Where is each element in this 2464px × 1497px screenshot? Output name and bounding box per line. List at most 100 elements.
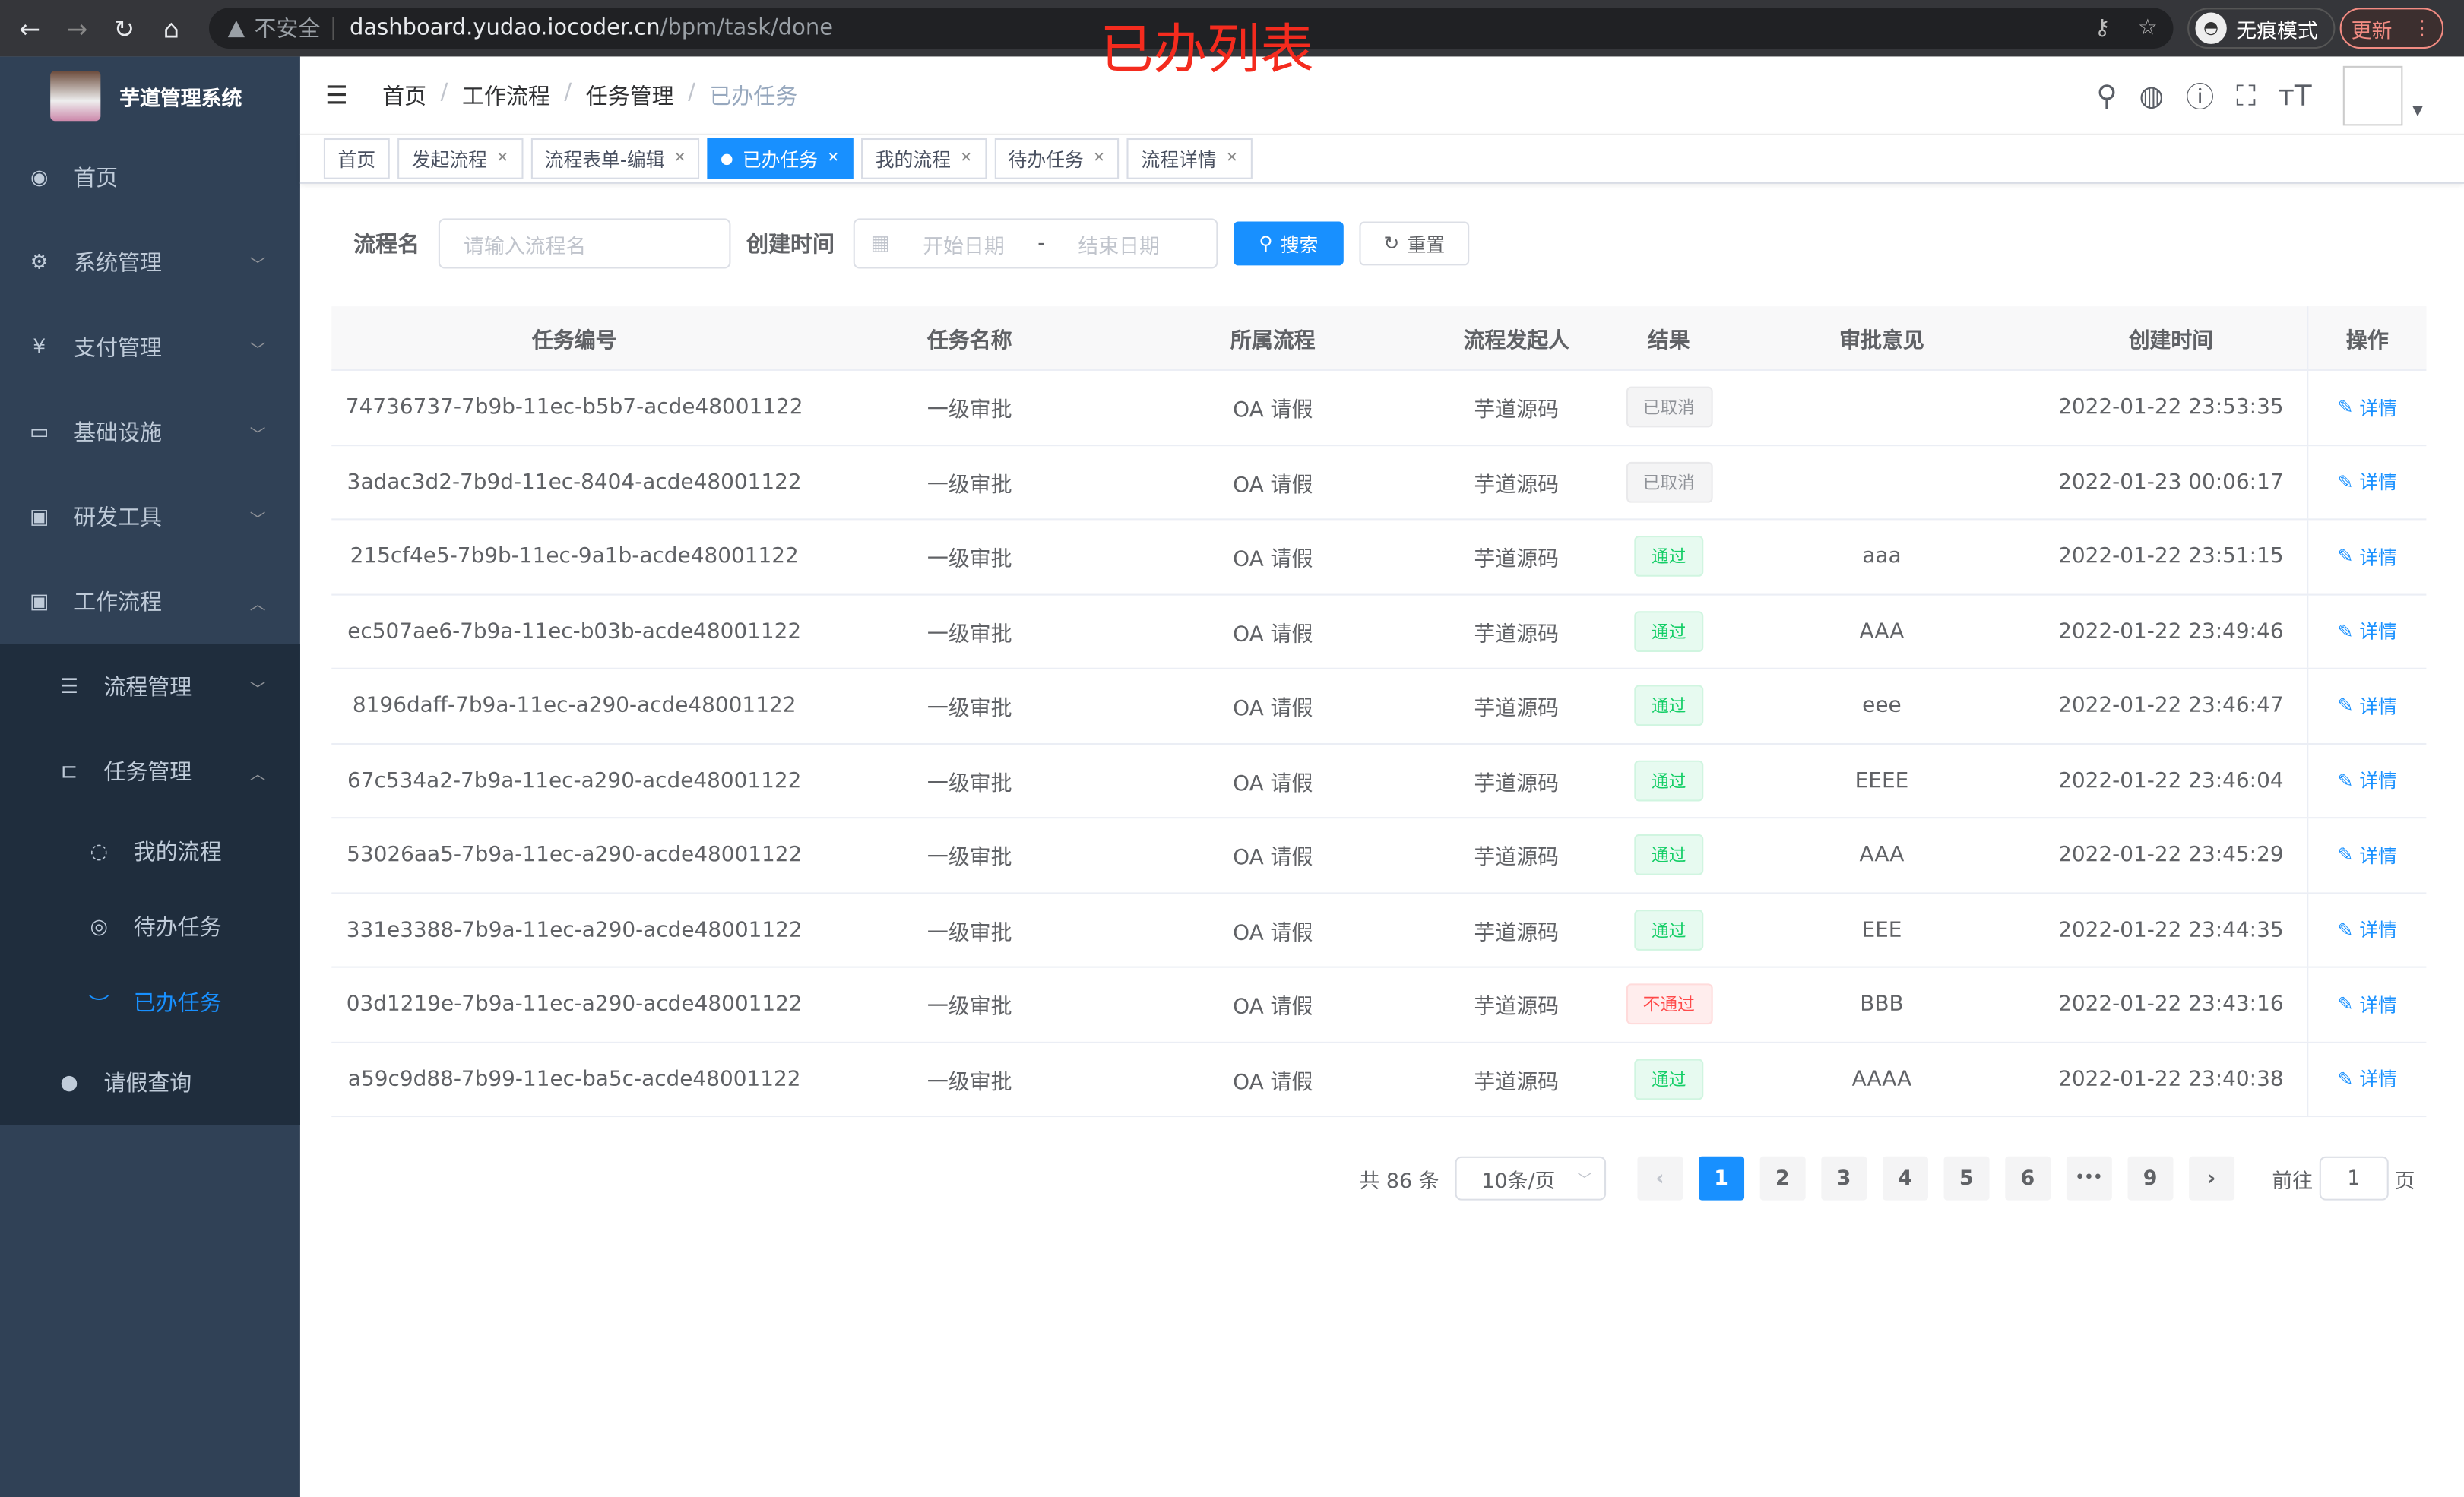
url-host: dashboard.yudao.iocoder.cn — [350, 15, 660, 41]
tags-view: 首页 发起流程 ✕ 流程表单-编辑 ✕ 已办任务 ✕ 我的流程 ✕ 待办任务 ✕ 流程详情… — [299, 135, 2464, 184]
breadcrumb-current: 已办任务 — [709, 84, 798, 109]
status-badge: 通过 — [1634, 685, 1704, 726]
process-name: OA 请假 — [1233, 696, 1313, 722]
divider: | — [329, 15, 337, 41]
app-title: 芋道管理系统 — [119, 87, 242, 111]
back-icon[interactable]: ← — [19, 13, 41, 43]
page-button[interactable]: 5 — [1943, 1156, 1990, 1201]
task-name: 一级审批 — [926, 995, 1012, 1021]
detail-button[interactable]: ✎ 详情 — [2307, 669, 2426, 742]
sidebar-item-tool[interactable]: ▣ 研发工具 ﹀ — [0, 474, 300, 559]
tag-process-detail[interactable]: 流程详情 ✕ — [1126, 138, 1253, 179]
avatar[interactable] — [2342, 65, 2403, 126]
breadcrumb-item[interactable]: 首页 — [382, 84, 427, 109]
starter: 芋道源码 — [1474, 472, 1560, 498]
fullscreen-icon[interactable]: ⛶ — [2236, 79, 2257, 112]
page-button[interactable]: 6 — [2004, 1156, 2051, 1201]
detail-button[interactable]: ✎ 详情 — [2307, 370, 2426, 445]
search-icon: ⚲ — [1259, 233, 1273, 255]
column-header: 审批意见 — [1839, 328, 1924, 354]
caret-down-icon[interactable]: ▼ — [2412, 103, 2424, 120]
next-page-button[interactable]: › — [2188, 1156, 2234, 1201]
page-button[interactable]: 9 — [2127, 1156, 2174, 1201]
sidebar-item-model[interactable]: ☰ 流程管理 ﹀ — [0, 644, 300, 730]
date-range-picker[interactable]: ▦ 开始日期 - 结束日期 — [853, 218, 1218, 269]
sidebar-item-todo[interactable]: ◎ 待办任务 — [0, 889, 300, 964]
more-pages-button[interactable]: ••• — [2066, 1156, 2112, 1201]
detail-button[interactable]: ✎ 详情 — [2307, 445, 2426, 519]
sidebar-item-task[interactable]: ⊏ 任务管理 ︿ — [0, 729, 300, 814]
hamburger-icon[interactable]: ☰ — [325, 80, 348, 110]
detail-button[interactable]: ✎ 详情 — [2307, 594, 2426, 668]
search-icon[interactable]: ⚲ — [2096, 79, 2117, 112]
key-icon[interactable]: ⚷ — [2094, 15, 2111, 41]
status-badge: 通过 — [1634, 610, 1704, 652]
reset-button[interactable]: ↻ 重置 — [1359, 221, 1470, 266]
create-time: 2022-01-23 00:06:17 — [2058, 469, 2284, 495]
sidebar-item-leave[interactable]: ● 请假查询 — [0, 1040, 300, 1125]
label: 请假查询 — [103, 1071, 192, 1097]
incognito-badge[interactable]: ◓ 无痕模式 — [2187, 8, 2336, 49]
detail-button[interactable]: ✎ 详情 — [2307, 520, 2426, 593]
active-dot-icon — [721, 153, 733, 165]
process-name: OA 请假 — [1233, 472, 1313, 498]
page-button[interactable]: 3 — [1820, 1156, 1867, 1201]
forward-icon[interactable]: → — [66, 13, 88, 43]
start-date-input[interactable]: 开始日期 — [923, 235, 1005, 259]
column-header: 创建时间 — [2128, 328, 2214, 354]
reload-icon[interactable]: ↻ — [113, 13, 135, 43]
detail-button[interactable]: ✎ 详情 — [2307, 1042, 2426, 1116]
home-icon[interactable]: ⌂ — [163, 13, 179, 43]
search-button[interactable]: ⚲ 搜索 — [1234, 221, 1344, 266]
sidebar-item-pay[interactable]: ¥ 支付管理 ﹀ — [0, 305, 300, 390]
close-icon[interactable]: ✕ — [960, 150, 973, 167]
detail-button[interactable]: ✎ 详情 — [2307, 967, 2426, 1041]
result-cell: 已取消 — [1609, 387, 1728, 428]
prev-page-button[interactable]: ‹ — [1637, 1156, 1683, 1201]
github-icon[interactable]: ◍ — [2139, 79, 2165, 112]
table-header: 任务编号 任务名称 所属流程 流程发起人 结果 审批意见 创建时间 操作 — [331, 306, 2427, 371]
tag-form-edit[interactable]: 流程表单-编辑 ✕ — [530, 138, 701, 179]
sidebar-item-infra[interactable]: ▭ 基础设施 ﹀ — [0, 390, 300, 475]
sidebar-item-bpm[interactable]: ▣ 工作流程 ︿ — [0, 559, 300, 644]
detail-button[interactable]: ✎ 详情 — [2307, 818, 2426, 892]
tag-done-task[interactable]: 已办任务 ✕ — [708, 138, 854, 179]
address-bar[interactable]: ▲ 不安全 | dashboard.yudao.iocoder.cn/bpm/t… — [208, 8, 2174, 49]
goto-page-input[interactable]: 1 — [2319, 1156, 2389, 1201]
gear-icon: ⚙ — [30, 250, 49, 274]
label: 系统管理 — [74, 251, 162, 277]
tag-todo[interactable]: 待办任务 ✕ — [993, 138, 1120, 179]
edit-icon: ✎ — [2337, 620, 2360, 643]
close-icon[interactable]: ✕ — [827, 150, 840, 167]
process-name-input[interactable]: 请输入流程名 — [438, 218, 731, 269]
tag-home[interactable]: 首页 — [323, 138, 390, 179]
app-logo[interactable]: 芋道管理系统 — [0, 56, 300, 135]
tag-start-process[interactable]: 发起流程 ✕ — [397, 138, 523, 179]
help-icon[interactable]: ⓘ — [2185, 81, 2215, 115]
end-date-input[interactable]: 结束日期 — [1078, 235, 1160, 259]
sidebar-item-my-process[interactable]: ◌ 我的流程 — [0, 814, 300, 889]
close-icon[interactable]: ✕ — [673, 150, 686, 167]
tag-my-process[interactable]: 我的流程 ✕ — [861, 138, 987, 179]
update-button[interactable]: 更新 ⋮ — [2339, 8, 2444, 49]
comment: EEE — [1861, 916, 1902, 943]
page-button[interactable]: 1 — [1698, 1156, 1744, 1201]
close-icon[interactable]: ✕ — [496, 150, 509, 167]
task-name: 一级审批 — [926, 547, 1012, 573]
detail-button[interactable]: ✎ 详情 — [2307, 744, 2426, 818]
detail-button[interactable]: ✎ 详情 — [2307, 893, 2426, 967]
chevron-down-icon: ﹀ — [249, 426, 266, 445]
chevron-up-icon: ︿ — [249, 765, 266, 783]
sidebar-item-home[interactable]: ◉ 首页 — [0, 135, 300, 220]
sidebar-item-done[interactable]: ︶ 已办任务 — [0, 965, 300, 1040]
page-size-select[interactable]: 10条/页 ﹀ — [1455, 1156, 1606, 1201]
search-label: 搜索 — [1280, 233, 1319, 255]
page-button[interactable]: 2 — [1759, 1156, 1806, 1201]
annotation-title: 已办列表 — [1100, 18, 1314, 82]
sidebar-item-system[interactable]: ⚙ 系统管理 ﹀ — [0, 220, 300, 305]
close-icon[interactable]: ✕ — [1226, 150, 1238, 167]
close-icon[interactable]: ✕ — [1093, 150, 1105, 167]
font-size-icon[interactable]: ᴛT — [2278, 79, 2312, 112]
page-button[interactable]: 4 — [1882, 1156, 1928, 1201]
star-icon[interactable]: ☆ — [2137, 15, 2158, 41]
